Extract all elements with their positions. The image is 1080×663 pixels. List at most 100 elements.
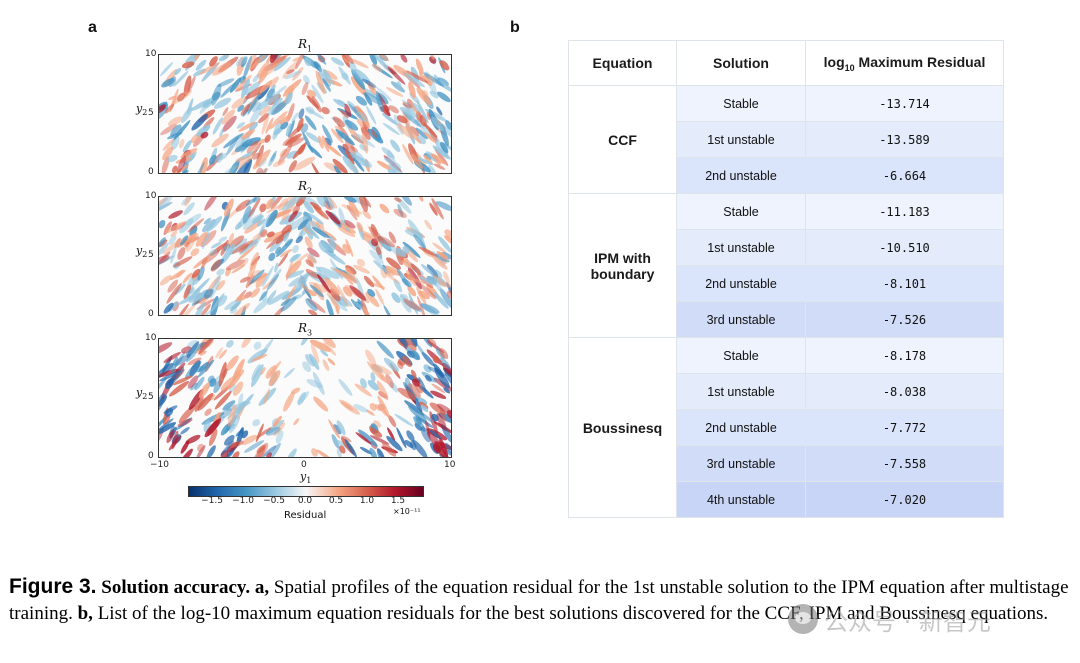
residual-texture-mark: [273, 56, 291, 72]
residual-texture-mark: [344, 103, 352, 117]
table-row: Boussinesq Stable -8.178: [568, 337, 1004, 518]
residual-texture-mark: [347, 126, 363, 144]
residual-texture-mark: [406, 430, 415, 442]
residual-texture-mark: [209, 56, 218, 67]
residual-texture-mark: [421, 352, 435, 367]
residual-texture-mark: [320, 197, 331, 209]
residual-texture-mark: [433, 274, 445, 287]
residual-texture-mark: [197, 359, 215, 378]
residual-texture-mark: [376, 160, 392, 171]
residual-texture-mark: [429, 429, 441, 439]
residual-texture-mark: [293, 418, 300, 426]
residual-texture-mark: [287, 137, 305, 148]
residual-texture-mark: [405, 70, 429, 84]
residual-texture-mark: [401, 260, 411, 269]
residual-texture-mark: [410, 102, 419, 115]
residual-texture-mark: [196, 445, 206, 457]
residual-texture-mark: [358, 429, 378, 447]
residual-texture-mark: [321, 135, 330, 153]
residual-texture-mark: [187, 75, 196, 94]
equation-cell-ipm: IPM with boundary: [568, 193, 677, 338]
residual-texture-mark: [220, 440, 235, 456]
residual-texture-mark: [234, 369, 245, 378]
colorbar-tick: 0.0: [297, 496, 313, 506]
residual-texture-mark: [439, 288, 451, 309]
solution-cell: 2nd unstable: [676, 265, 806, 302]
residual-texture-mark: [256, 167, 264, 173]
residual-texture-mark: [268, 370, 281, 387]
residual-texture-mark: [168, 435, 182, 451]
residual-texture-mark: [376, 448, 386, 457]
residual-texture-mark: [162, 238, 184, 255]
residual-texture-mark: [292, 55, 306, 62]
residual-texture-mark: [376, 380, 389, 401]
residual-texture-mark: [187, 375, 199, 389]
residual-texture-mark: [227, 373, 242, 390]
residual-texture-mark: [181, 448, 193, 457]
residual-texture-mark: [198, 339, 215, 355]
residual-texture-mark: [322, 78, 331, 92]
residual-texture-mark: [177, 92, 186, 102]
residual-texture-mark: [298, 108, 305, 119]
residual-texture-mark: [350, 145, 358, 153]
residual-texture-mark: [189, 233, 199, 243]
residual-texture-mark: [197, 393, 214, 411]
residual-texture-mark: [355, 432, 372, 445]
residual-texture-mark: [286, 270, 305, 279]
x-tick-left: −10: [150, 460, 169, 470]
residual-texture-mark: [182, 272, 193, 284]
residual-texture-mark: [222, 107, 229, 117]
residual-texture-mark: [432, 355, 440, 364]
residual-texture-mark: [185, 341, 208, 355]
residual-texture-mark: [232, 303, 250, 315]
residual-texture-mark: [168, 235, 177, 246]
residual-texture-mark: [418, 246, 438, 257]
residual-texture-mark: [231, 451, 240, 457]
residual-texture-mark: [219, 408, 232, 419]
residual-texture-mark: [265, 198, 274, 210]
residual-texture-mark: [399, 106, 418, 118]
residual-texture-mark: [397, 123, 413, 139]
residual-texture-mark: [376, 340, 395, 359]
residual-texture-mark: [247, 93, 260, 115]
residual-texture-mark: [229, 77, 242, 93]
residual-texture-mark: [179, 218, 194, 234]
residual-texture-mark: [173, 256, 193, 268]
table-row: 2nd unstable -6.664: [569, 157, 1004, 194]
residual-texture-mark: [166, 282, 182, 304]
residual-texture-mark: [256, 427, 272, 439]
residual-texture-mark: [318, 241, 329, 253]
x-axis-label: y1: [300, 470, 312, 486]
header-equation: Equation: [568, 40, 677, 86]
residual-texture-mark: [396, 247, 406, 258]
residual-texture-mark: [185, 55, 199, 63]
residual-texture-mark: [280, 298, 291, 307]
residual-texture-mark: [284, 70, 302, 80]
residual-texture-mark: [279, 249, 293, 258]
residual-texture-mark: [275, 239, 293, 257]
residual-texture-mark: [159, 251, 171, 262]
residual-texture-mark: [394, 197, 402, 203]
residual-texture-mark: [426, 339, 437, 346]
residual-texture-mark: [261, 167, 268, 173]
residual-texture-mark: [251, 364, 261, 381]
residual-texture-mark: [354, 69, 371, 85]
residual-texture-mark: [204, 418, 222, 438]
residual-heatmap-r1: [158, 54, 452, 174]
residual-texture-mark: [305, 132, 321, 143]
value-cell: -10.510: [805, 229, 1004, 266]
residual-texture-mark: [420, 404, 429, 413]
residual-texture-mark: [355, 95, 367, 106]
residual-texture-mark: [282, 136, 295, 146]
residual-texture-mark: [279, 148, 287, 157]
residual-texture-mark: [258, 113, 269, 124]
residual-texture-mark: [349, 152, 370, 168]
residual-texture-mark: [412, 439, 428, 457]
residual-texture-mark: [386, 87, 404, 97]
residual-texture-mark: [297, 219, 309, 231]
caption-a-label: a,: [254, 577, 270, 598]
residual-texture-mark: [260, 229, 268, 238]
residual-texture-mark: [259, 80, 273, 94]
residual-texture-mark: [362, 306, 371, 315]
value-cell: -7.558: [805, 445, 1004, 482]
